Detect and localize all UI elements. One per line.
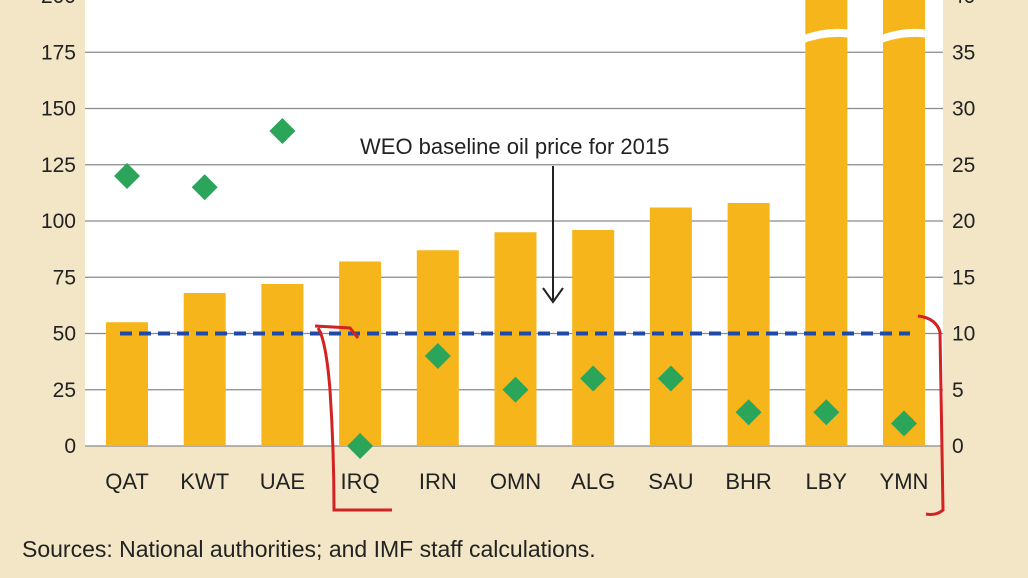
bar-kwt <box>183 293 226 446</box>
bar-qat <box>106 322 148 446</box>
category-label-ymn: YMN <box>880 469 929 494</box>
marker-omn <box>502 376 529 403</box>
marker-alg <box>580 365 607 392</box>
left-tick-label: 0 <box>64 435 76 458</box>
category-label-qat: QAT <box>105 469 149 494</box>
left-tick-label: 175 <box>41 41 76 64</box>
left-tick-label: 100 <box>41 210 76 233</box>
right-tick-label: 0 <box>952 435 964 458</box>
marker-ymn <box>891 410 917 437</box>
right-tick-label: 20 <box>952 210 975 233</box>
marker-lby <box>813 399 840 426</box>
chart: 0255075100125150175200 0510152025303540 … <box>41 0 975 516</box>
red-bracket-right <box>917 314 945 516</box>
axis-break-ymn <box>879 28 929 44</box>
right-axis: 0 5 10 15 20 25 30 35 40 <box>952 0 975 458</box>
marker-uae <box>269 118 296 144</box>
category-label-kwt: KWT <box>180 469 229 494</box>
left-tick-label: 25 <box>53 379 76 402</box>
bar-ymn <box>883 0 925 446</box>
right-tick-label: 35 <box>952 41 975 64</box>
bar-uae <box>261 284 304 446</box>
category-label-irq: IRQ <box>341 469 380 494</box>
left-tick-label: 125 <box>41 154 76 177</box>
left-tick-label: 200 <box>41 0 76 8</box>
red-bracket-left <box>314 324 392 512</box>
right-tick-label: 10 <box>952 323 975 346</box>
right-tick-label: 30 <box>952 98 975 121</box>
left-axis: 0 25 50 75 100 125 150 175 200 <box>41 0 76 458</box>
marker-qat <box>114 163 140 189</box>
category-label-sau: SAU <box>648 469 693 494</box>
marker-sau <box>657 365 684 392</box>
category-label-bhr: BHR <box>725 469 771 494</box>
bar-lby <box>805 0 848 446</box>
marker-irq <box>347 433 374 459</box>
left-tick-label: 50 <box>53 323 76 346</box>
right-tick-label: 25 <box>952 154 975 177</box>
axis-break-lby <box>801 28 852 44</box>
category-label-irn: IRN <box>419 469 457 494</box>
annotation: WEO baseline oil price for 2015 <box>360 134 669 304</box>
right-tick-label: 15 <box>952 266 975 289</box>
marker-irn <box>424 343 451 369</box>
left-tick-label: 150 <box>41 98 76 121</box>
category-label-omn: OMN <box>490 469 541 494</box>
annotation-text: WEO baseline oil price for 2015 <box>360 134 669 159</box>
source-note: Sources: National authorities; and IMF s… <box>22 536 596 562</box>
right-tick-label: 5 <box>952 379 964 402</box>
marker-kwt <box>191 174 218 201</box>
category-label-uae: UAE <box>260 469 305 494</box>
x-axis: QAT KWT UAE IRQ IRN OMN ALG SAU BHR LBY YMN <box>105 469 928 494</box>
category-label-lby: LBY <box>806 469 848 494</box>
marker-bhr <box>735 399 762 426</box>
left-tick-label: 75 <box>53 266 76 289</box>
bar-alg <box>572 230 615 446</box>
bar-omn <box>494 232 537 446</box>
category-label-alg: ALG <box>571 469 615 494</box>
bar-sau <box>649 207 692 446</box>
annotation-arrow-head <box>542 287 564 304</box>
markers <box>114 118 917 459</box>
bar-irq <box>339 261 382 446</box>
right-tick-label: 40 <box>952 0 975 8</box>
red-bracket-marks <box>314 314 945 516</box>
